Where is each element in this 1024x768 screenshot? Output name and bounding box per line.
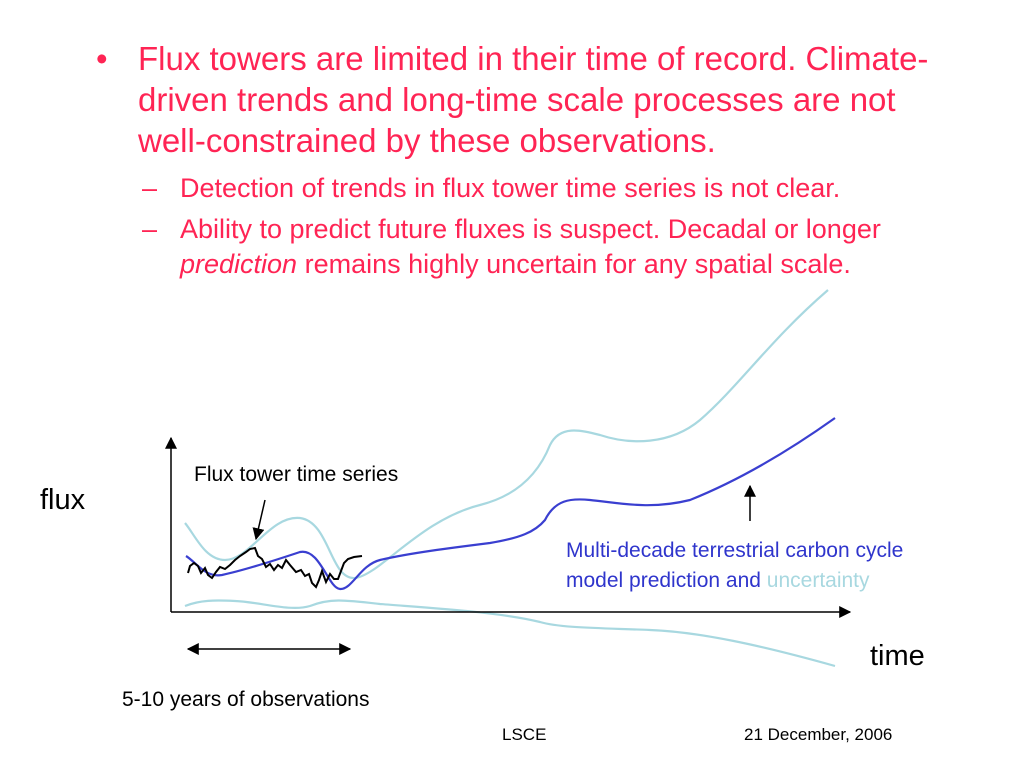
tower-series-label: Flux tower time series bbox=[194, 463, 399, 486]
model-label-line2: model prediction and uncertainty bbox=[566, 566, 903, 596]
model-prediction-label: Multi-decade terrestrial carbon cycle mo… bbox=[566, 536, 903, 596]
tower-label-pointer bbox=[252, 499, 266, 541]
sub-bullet-2-italic: prediction bbox=[180, 249, 298, 279]
sub-bullet-1-text: Detection of trends in flux tower time s… bbox=[180, 173, 841, 203]
main-bullet-text: Flux towers are limited in their time of… bbox=[138, 40, 929, 159]
main-bullet: • Flux towers are limited in their time … bbox=[90, 38, 970, 161]
model-label-line1: Multi-decade terrestrial carbon cycle bbox=[566, 539, 904, 562]
y-axis-label: flux bbox=[40, 484, 86, 516]
uncertainty-lower-curve bbox=[184, 599, 836, 668]
x-axis-label: time bbox=[870, 640, 925, 672]
observation-span-label: 5-10 years of observations bbox=[122, 688, 370, 711]
dash-mark: – bbox=[142, 214, 158, 244]
sub-bullet-1: – Detection of trends in flux tower time… bbox=[90, 171, 970, 206]
uncertainty-upper-curve bbox=[184, 289, 829, 580]
footer-right: 21 December, 2006 bbox=[744, 725, 893, 744]
sub-bullet-2: – Ability to predict future fluxes is su… bbox=[90, 212, 970, 282]
model-label-line2-text: model prediction and bbox=[566, 569, 767, 592]
slide-bullets: • Flux towers are limited in their time … bbox=[90, 38, 970, 282]
dash-mark: – bbox=[142, 173, 158, 203]
bullet-mark: • bbox=[96, 40, 108, 77]
footer-left: LSCE bbox=[502, 725, 547, 744]
model-label-uncertainty: uncertainty bbox=[766, 569, 870, 592]
sub-bullet-2-text-after: remains highly uncertain for any spatial… bbox=[297, 249, 851, 279]
model-prediction-line bbox=[185, 417, 836, 591]
flux-tower-series bbox=[187, 546, 363, 589]
sub-bullet-2-text-before: Ability to predict future fluxes is susp… bbox=[180, 214, 881, 244]
